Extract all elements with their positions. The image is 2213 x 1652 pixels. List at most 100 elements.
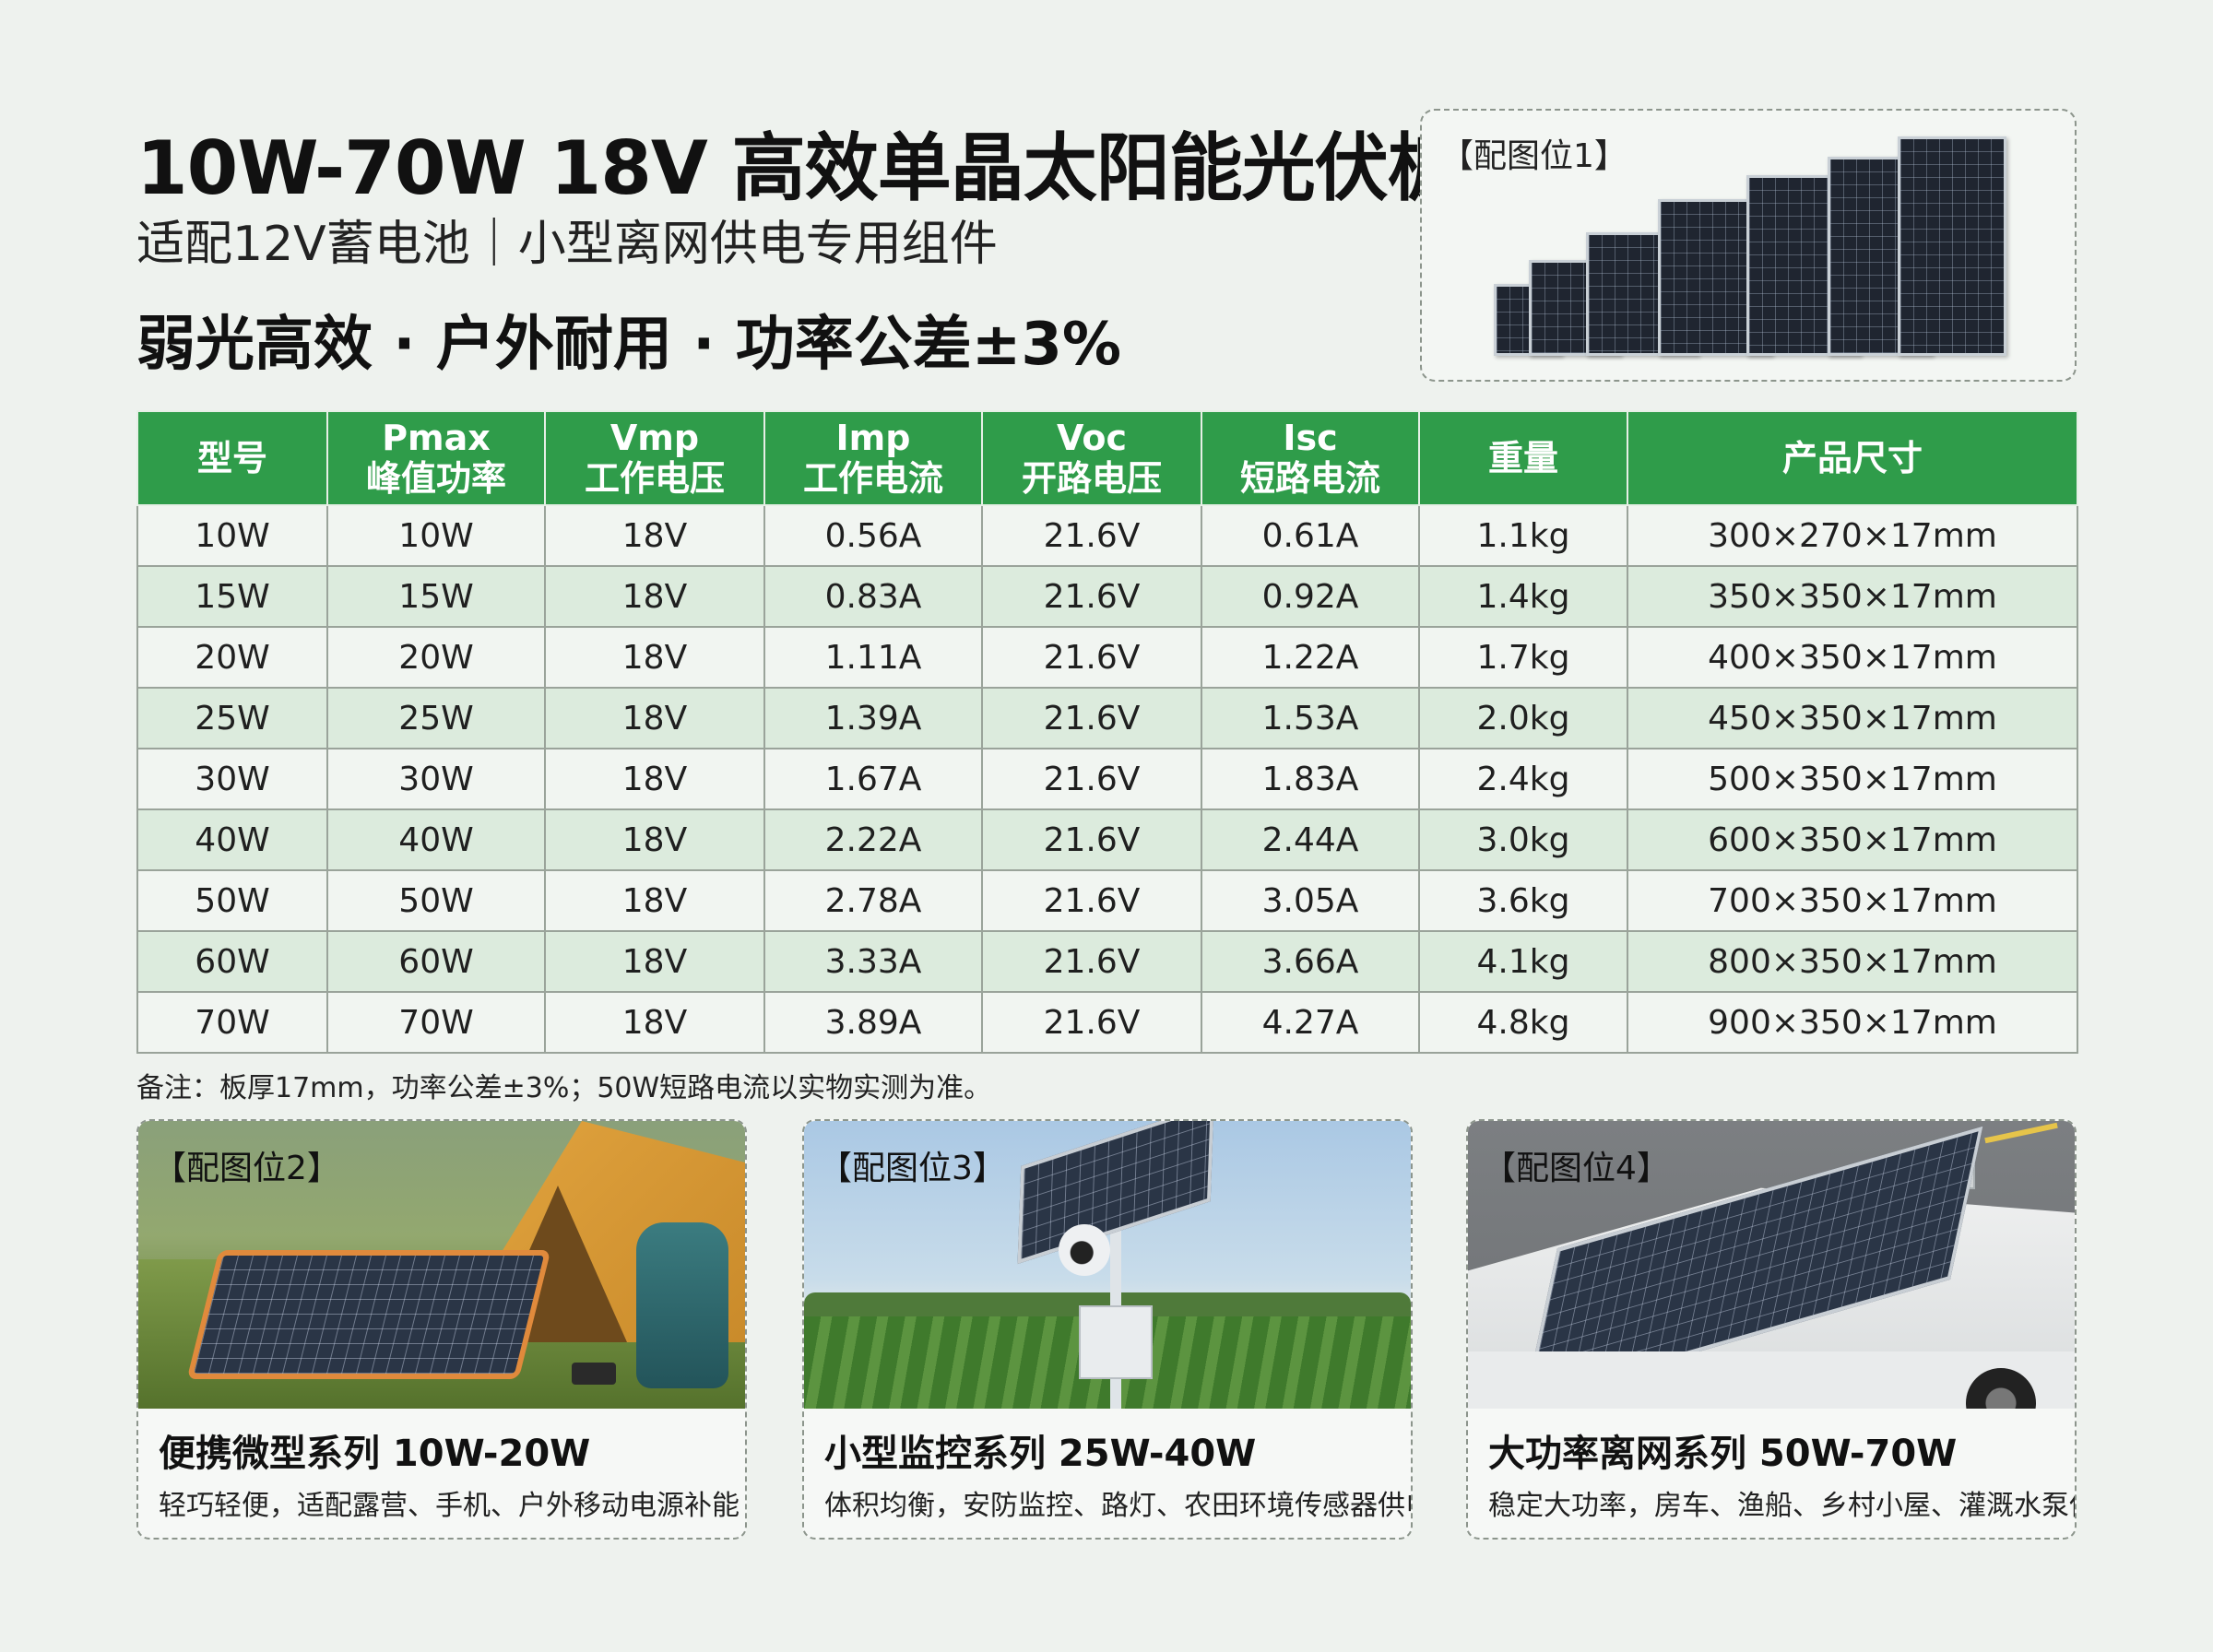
cell-voc: 21.6V [981, 565, 1202, 628]
cell-pmax: 25W [326, 687, 546, 749]
col-header-isc: Isc 短路电流 [1201, 410, 1420, 506]
cell-voc: 21.6V [981, 808, 1202, 871]
cell-pmax: 60W [326, 930, 546, 993]
cell-model: 20W [136, 626, 328, 689]
cell-pmax: 30W [326, 748, 546, 810]
table-footnote: 备注：板厚17mm，功率公差±3%；50W短路电流以实物实测为准。 [136, 1072, 992, 1104]
cell-isc: 2.44A [1201, 808, 1420, 871]
card-description: 稳定大功率，房车、渔船、乡村小屋、灌溉水泵供电 [1488, 1490, 2077, 1522]
cell-vmp: 18V [544, 504, 765, 567]
cell-isc: 1.53A [1201, 687, 1420, 749]
cell-vmp: 18V [544, 991, 765, 1054]
cell-size: 300×270×17mm [1627, 504, 2078, 567]
cell-size: 450×350×17mm [1627, 687, 2078, 749]
feature-tagline: 弱光高效 · 户外耐用 · 功率公差±3% [136, 311, 1122, 379]
cell-voc: 21.6V [981, 687, 1202, 749]
cell-pmax: 20W [326, 626, 546, 689]
cell-imp: 3.89A [763, 991, 983, 1054]
cell-voc: 21.6V [981, 748, 1202, 810]
cell-weight: 4.1kg [1418, 930, 1628, 993]
cell-voc: 21.6V [981, 626, 1202, 689]
cell-size: 700×350×17mm [1627, 869, 2078, 932]
cell-weight: 1.7kg [1418, 626, 1628, 689]
cell-imp: 0.56A [763, 504, 983, 567]
cell-voc: 21.6V [981, 991, 1202, 1054]
cell-voc: 21.6V [981, 504, 1202, 567]
control-box [1079, 1305, 1153, 1379]
cell-isc: 3.05A [1201, 869, 1420, 932]
cell-imp: 1.67A [763, 748, 983, 810]
cell-imp: 0.83A [763, 565, 983, 628]
cell-size: 500×350×17mm [1627, 748, 2078, 810]
cell-model: 10W [136, 504, 328, 567]
hero-image-slot: 【配图位1】 [1420, 109, 2077, 382]
cell-weight: 2.0kg [1418, 687, 1628, 749]
page-title: 10W-70W 18V 高效单晶太阳能光伏板 [136, 125, 1462, 211]
card-offgrid-series: 【配图位4】 大功率离网系列 50W-70W 稳定大功率，房车、渔船、乡村小屋、… [1466, 1119, 2077, 1540]
cell-size: 600×350×17mm [1627, 808, 2078, 871]
foldable-solar-panel [186, 1250, 551, 1379]
table-row: 15W 15W 18V 0.83A 21.6V 0.92A 1.4kg 350×350×17m… [136, 565, 2078, 628]
cell-pmax: 15W [326, 565, 546, 628]
monitoring-photo [804, 1121, 1411, 1409]
hero-slot-label: 【配图位1】 [1440, 137, 1627, 175]
table-row: 30W 30W 18V 1.67A 21.6V 1.83A 2.4kg 500×350×17m… [136, 748, 2078, 810]
cell-vmp: 18V [544, 869, 765, 932]
card-monitoring-series: 【配图位3】 小型监控系列 25W-40W 体积均衡，安防监控、路灯、农田环境传… [802, 1119, 1413, 1540]
cell-isc: 4.27A [1201, 991, 1420, 1054]
cell-isc: 1.22A [1201, 626, 1420, 689]
card-slot-label: 【配图位2】 [153, 1150, 340, 1187]
cell-voc: 21.6V [981, 869, 1202, 932]
col-header-vmp: Vmp 工作电压 [544, 410, 765, 506]
table-row: 70W 70W 18V 3.89A 21.6V 4.27A 4.8kg 900×350×17m… [136, 991, 2078, 1054]
cell-weight: 3.0kg [1418, 808, 1628, 871]
table-row: 25W 25W 18V 1.39A 21.6V 1.53A 2.0kg 450×350×17m… [136, 687, 2078, 749]
col-header-pmax: Pmax 峰值功率 [326, 410, 546, 506]
table-row: 50W 50W 18V 2.78A 21.6V 3.05A 3.6kg 700×350×17m… [136, 869, 2078, 932]
cell-model: 60W [136, 930, 328, 993]
cell-weight: 4.8kg [1418, 991, 1628, 1054]
card-description: 体积均衡，安防监控、路灯、农田环境传感器供电 [824, 1490, 1413, 1522]
cell-model: 15W [136, 565, 328, 628]
cell-model: 50W [136, 869, 328, 932]
cell-model: 30W [136, 748, 328, 810]
backpack [636, 1222, 728, 1388]
cell-size: 400×350×17mm [1627, 626, 2078, 689]
cell-model: 40W [136, 808, 328, 871]
cell-size: 800×350×17mm [1627, 930, 2078, 993]
table-row: 10W 10W 18V 0.56A 21.6V 0.61A 1.1kg 300×270×17m… [136, 504, 2078, 567]
col-header-imp: Imp 工作电流 [763, 410, 983, 506]
rv-photo [1468, 1121, 2075, 1409]
card-title: 小型监控系列 25W-40W [824, 1433, 1257, 1475]
cell-weight: 1.1kg [1418, 504, 1628, 567]
cell-imp: 2.78A [763, 869, 983, 932]
table-row: 40W 40W 18V 2.22A 21.6V 2.44A 3.0kg 600×350×17m… [136, 808, 2078, 871]
cell-isc: 0.92A [1201, 565, 1420, 628]
cell-isc: 0.61A [1201, 504, 1420, 567]
cell-pmax: 50W [326, 869, 546, 932]
power-bank [572, 1363, 616, 1385]
card-portable-series: 【配图位2】 便携微型系列 10W-20W 轻巧轻便，适配露营、手机、户外移动电… [136, 1119, 747, 1540]
cell-model: 70W [136, 991, 328, 1054]
cell-imp: 3.33A [763, 930, 983, 993]
cell-vmp: 18V [544, 748, 765, 810]
camping-photo [138, 1121, 745, 1409]
card-slot-label: 【配图位4】 [1483, 1150, 1670, 1187]
card-title: 大功率离网系列 50W-70W [1488, 1433, 1958, 1475]
cell-size: 900×350×17mm [1627, 991, 2078, 1054]
table-header-row: 型号 Pmax 峰值功率 Vmp 工作电压 Imp 工作电流 Voc 开路电压 Isc 短… [136, 410, 2078, 506]
cell-isc: 3.66A [1201, 930, 1420, 993]
cell-weight: 2.4kg [1418, 748, 1628, 810]
table-row: 20W 20W 18V 1.11A 21.6V 1.22A 1.7kg 400×350×17m… [136, 626, 2078, 689]
cell-weight: 3.6kg [1418, 869, 1628, 932]
col-header-weight: 重量 [1418, 410, 1628, 506]
cell-voc: 21.6V [981, 930, 1202, 993]
cell-pmax: 40W [326, 808, 546, 871]
cell-vmp: 18V [544, 565, 765, 628]
col-header-voc: Voc 开路电压 [981, 410, 1202, 506]
card-title: 便携微型系列 10W-20W [159, 1433, 591, 1475]
col-header-model: 型号 [136, 410, 328, 506]
cell-isc: 1.83A [1201, 748, 1420, 810]
page-subtitle: 适配12V蓄电池｜小型离网供电专用组件 [136, 217, 998, 272]
solar-panel-70w [1898, 136, 2006, 356]
